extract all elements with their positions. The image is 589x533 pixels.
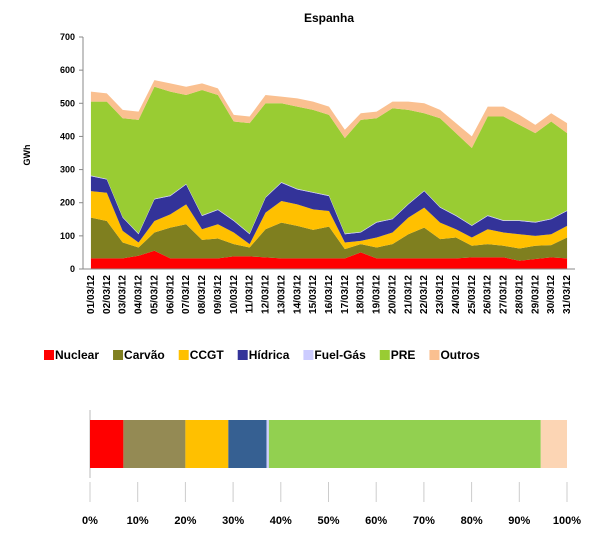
x-tick-label: 06/03/12 bbox=[165, 275, 176, 314]
x-tick-label: 12/03/12 bbox=[261, 275, 272, 314]
legend-swatch bbox=[44, 350, 54, 360]
x-tick-label: 26/03/12 bbox=[483, 275, 494, 314]
x-tick-label: 21/03/12 bbox=[403, 275, 414, 314]
legend-label: PRE bbox=[391, 348, 416, 362]
legend-swatch bbox=[379, 350, 390, 360]
x-tick-label: 07/03/12 bbox=[181, 275, 192, 314]
y-tick-label: 200 bbox=[60, 198, 75, 208]
area bbox=[90, 80, 568, 149]
x-tick-label: 29/03/12 bbox=[530, 275, 541, 314]
x-tick-label: 28/03/12 bbox=[514, 275, 525, 314]
x-tick-label: 30% bbox=[222, 515, 244, 527]
y-tick-label: 700 bbox=[60, 32, 75, 42]
y-tick-label: 400 bbox=[60, 131, 75, 141]
x-tick-label: 19/03/12 bbox=[372, 275, 383, 314]
x-tick-label: 14/03/12 bbox=[292, 275, 303, 314]
y-tick-label: 100 bbox=[60, 231, 75, 241]
x-tick-label: 17/03/12 bbox=[340, 275, 351, 314]
x-tick-label: 18/03/12 bbox=[356, 275, 367, 314]
x-tick-label: 60% bbox=[365, 515, 387, 527]
legend-label: Carvão bbox=[124, 348, 165, 362]
x-tick-label: 20% bbox=[174, 515, 196, 527]
x-tick-label: 100% bbox=[553, 515, 581, 527]
legend-label: Fuel-Gás bbox=[314, 348, 366, 362]
x-tick-label: 80% bbox=[461, 515, 483, 527]
bar-segment bbox=[268, 420, 541, 468]
legend-swatch bbox=[237, 350, 248, 360]
x-tick-label: 13/03/12 bbox=[276, 275, 287, 314]
area bbox=[90, 176, 568, 245]
x-tick-label: 11/03/12 bbox=[245, 275, 256, 314]
area bbox=[90, 86, 568, 234]
x-tick-label: 01/03/12 bbox=[86, 275, 97, 314]
legend-swatch bbox=[429, 350, 440, 360]
x-tick-label: 16/03/12 bbox=[324, 275, 335, 314]
bar-segment bbox=[185, 420, 229, 468]
x-tick-label: 50% bbox=[317, 515, 339, 527]
bar-segment bbox=[90, 420, 124, 468]
x-tick-label: 04/03/12 bbox=[134, 275, 145, 314]
chart-title: Espanha bbox=[304, 11, 354, 25]
y-tick-label: 600 bbox=[60, 65, 75, 75]
area bbox=[90, 250, 568, 269]
x-tick-label: 40% bbox=[270, 515, 292, 527]
x-tick-label: 10/03/12 bbox=[229, 275, 240, 314]
x-tick-label: 30/03/12 bbox=[546, 275, 557, 314]
legend-swatch bbox=[178, 350, 189, 360]
x-tick-label: 10% bbox=[127, 515, 149, 527]
bar-segment bbox=[228, 420, 267, 468]
x-tick-label: 08/03/12 bbox=[197, 275, 208, 314]
y-tick-label: 500 bbox=[60, 98, 75, 108]
x-tick-label: 90% bbox=[508, 515, 530, 527]
bar-segment bbox=[266, 420, 269, 468]
x-tick-label: 23/03/12 bbox=[435, 275, 446, 314]
x-tick-label: 27/03/12 bbox=[499, 275, 510, 314]
legend-label: Outros bbox=[440, 348, 480, 362]
y-axis-label: GWh bbox=[22, 145, 32, 166]
bar-segment bbox=[540, 420, 567, 468]
x-tick-label: 02/03/12 bbox=[102, 275, 113, 314]
x-tick-label: 70% bbox=[413, 515, 435, 527]
x-tick-label: 20/03/12 bbox=[387, 275, 398, 314]
x-tick-label: 24/03/12 bbox=[451, 275, 462, 314]
area bbox=[90, 191, 568, 250]
legend-swatch bbox=[303, 350, 314, 360]
x-tick-label: 03/03/12 bbox=[118, 275, 129, 314]
x-tick-label: 15/03/12 bbox=[308, 275, 319, 314]
y-tick-label: 0 bbox=[70, 264, 75, 274]
legend-label: Nuclear bbox=[55, 348, 99, 362]
x-tick-label: 0% bbox=[82, 515, 98, 527]
legend-label: CCGT bbox=[190, 348, 225, 362]
legend-swatch bbox=[113, 350, 124, 360]
y-tick-label: 300 bbox=[60, 165, 75, 175]
x-tick-label: 22/03/12 bbox=[419, 275, 430, 314]
area bbox=[90, 217, 568, 261]
x-tick-label: 05/03/12 bbox=[149, 275, 160, 314]
bar-segment bbox=[123, 420, 186, 468]
legend-label: Hídrica bbox=[249, 348, 290, 362]
x-tick-label: 31/03/12 bbox=[562, 275, 573, 314]
x-tick-label: 25/03/12 bbox=[467, 275, 478, 314]
x-tick-label: 09/03/12 bbox=[213, 275, 224, 314]
